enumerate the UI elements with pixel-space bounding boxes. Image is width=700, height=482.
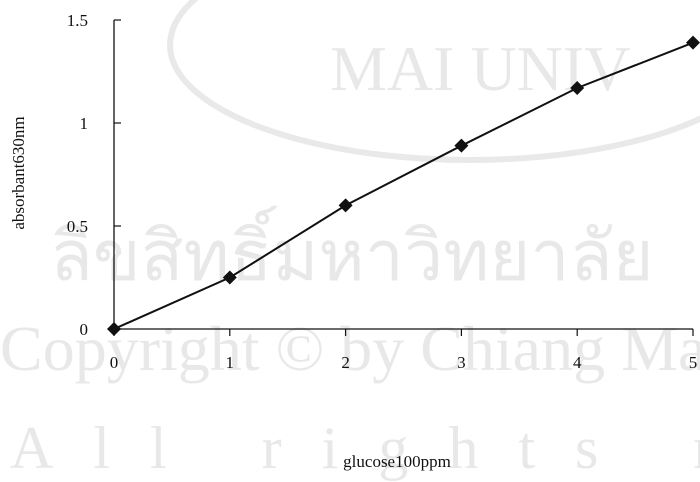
- y-tick-label: 1: [80, 114, 89, 133]
- y-axis-title: absorbant630nm: [9, 116, 28, 229]
- tick-labels: 0 0.5 1 1.5 0 1 2 3 4 5: [67, 11, 698, 372]
- series-line: [113, 41, 694, 330]
- x-tick-label: 0: [110, 353, 119, 372]
- data-point-marker: [570, 80, 585, 95]
- y-tick-label: 0: [80, 320, 89, 339]
- x-tick-label: 4: [573, 353, 582, 372]
- x-axis-title: glucose100ppm: [343, 452, 451, 471]
- x-tick-label: 1: [226, 353, 235, 372]
- data-point-marker: [107, 322, 121, 336]
- data-point-marker: [338, 198, 353, 213]
- y-tick-label: 1.5: [67, 11, 88, 30]
- data-point-marker: [454, 138, 469, 153]
- y-tick-label: 0.5: [67, 217, 88, 236]
- x-tick-label: 5: [689, 353, 698, 372]
- ticks: [113, 19, 694, 336]
- x-tick-label: 3: [457, 353, 466, 372]
- x-tick-label: 2: [341, 353, 350, 372]
- series: [107, 35, 700, 336]
- data-point-marker: [222, 270, 237, 285]
- data-point-marker: [686, 35, 700, 50]
- axes: [113, 20, 693, 330]
